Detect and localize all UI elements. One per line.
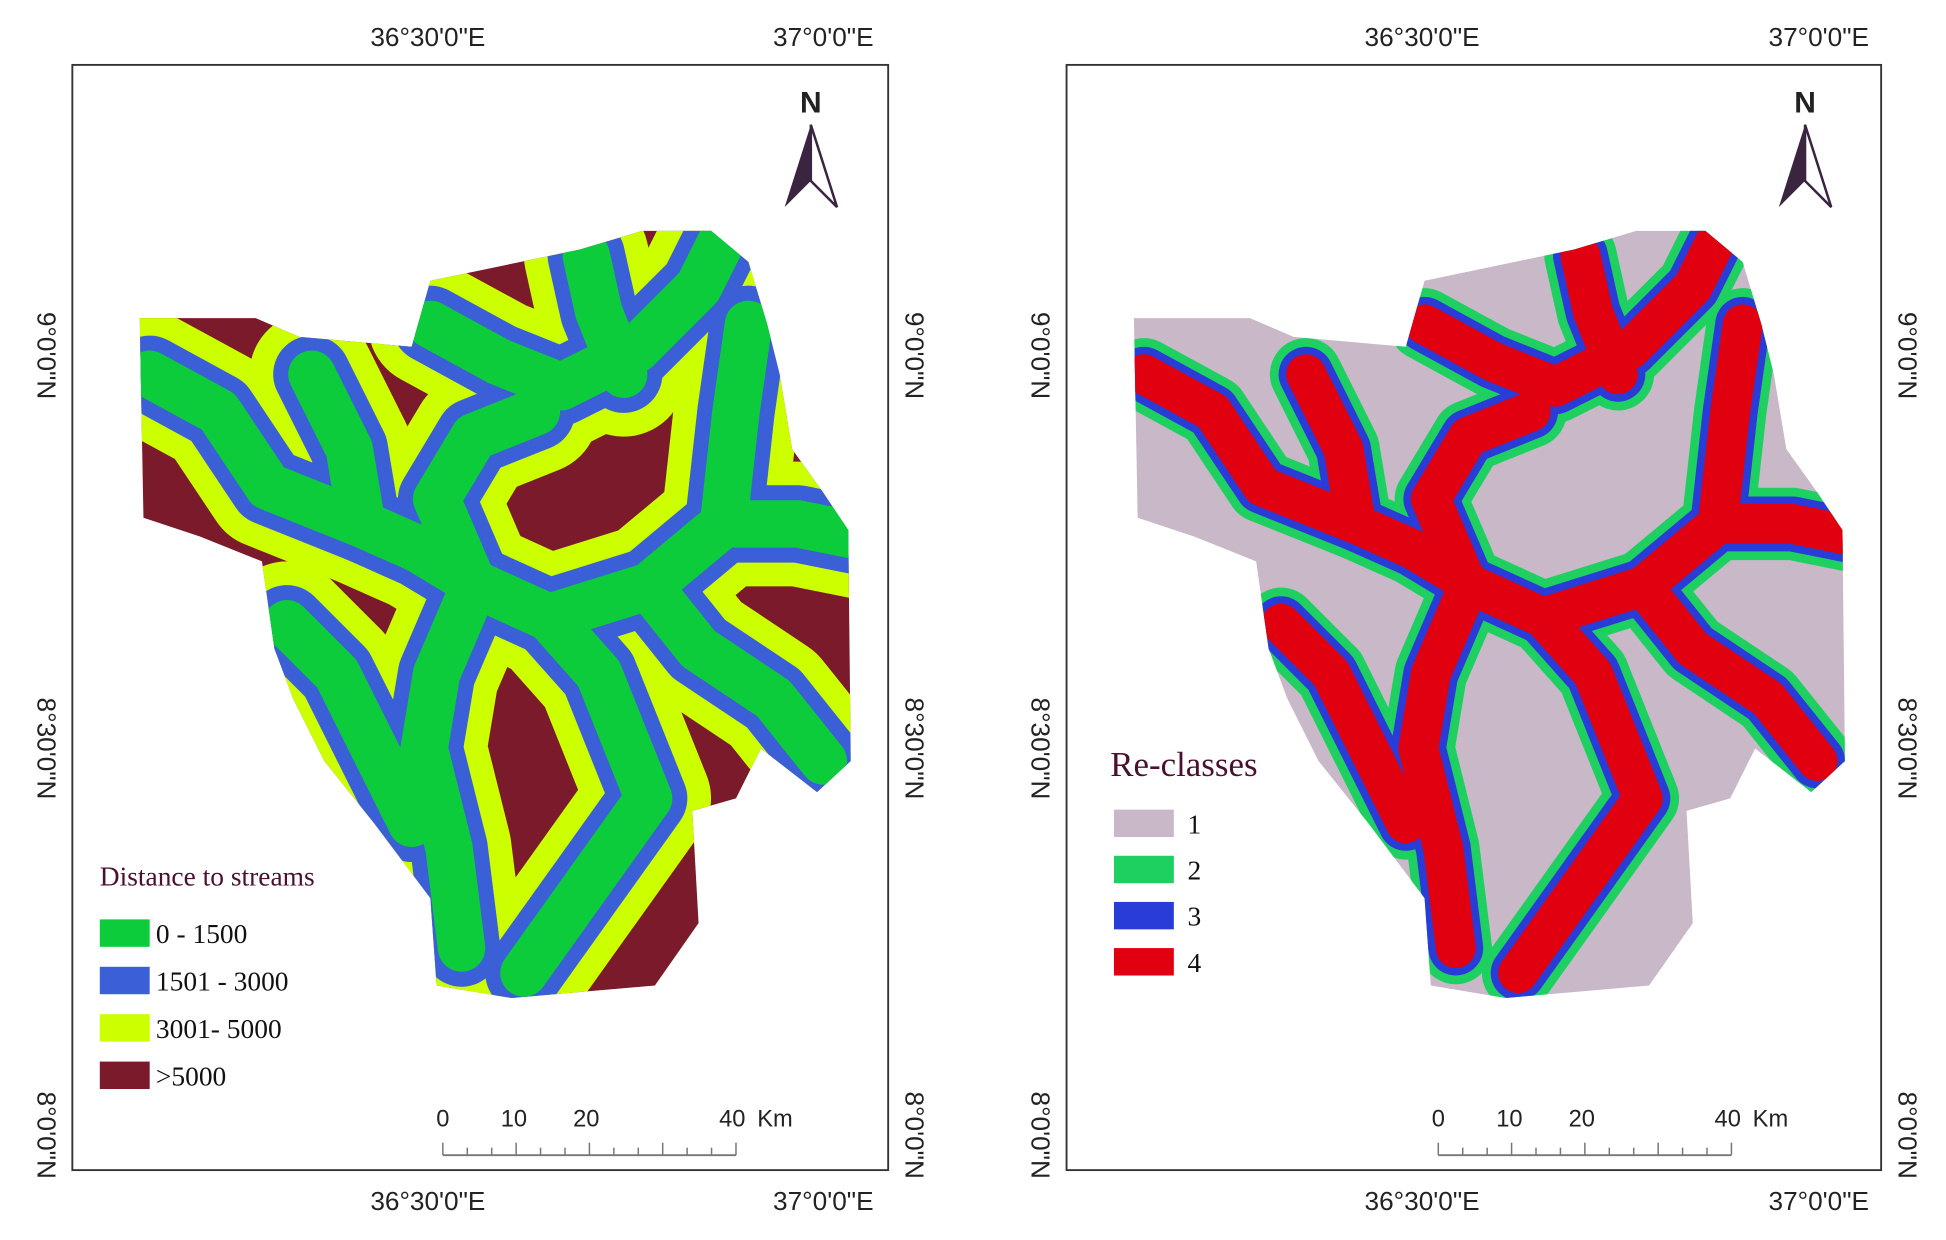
scale-label: 0 xyxy=(1432,1106,1445,1132)
scale-label: 40 xyxy=(1715,1106,1741,1132)
legend-label: 2 xyxy=(1188,855,1202,885)
lat-label: 9°0'0"N xyxy=(31,312,61,399)
lon-label: 36°30'0"E xyxy=(1365,1186,1480,1216)
lat-label: 8°0'0"N xyxy=(1026,1092,1056,1179)
lon-label: 37°0'0"E xyxy=(1769,22,1870,52)
legend-swatch xyxy=(1113,809,1174,838)
north-arrow xyxy=(1778,124,1806,208)
legend-label: >5000 xyxy=(156,1061,226,1091)
lon-label: 37°0'0"E xyxy=(773,22,874,52)
lon-label: 36°30'0"E xyxy=(370,1186,485,1216)
legend-swatch xyxy=(99,1014,150,1042)
map-right xyxy=(1065,63,1883,1172)
legend-label: 4 xyxy=(1188,948,1202,978)
scale-label: 0 xyxy=(436,1106,449,1132)
legend-label: 3001- 5000 xyxy=(156,1014,282,1044)
scale-unit: Km xyxy=(1753,1106,1789,1132)
legend-label: 1501 - 3000 xyxy=(156,966,289,996)
north-arrow xyxy=(1803,124,1833,208)
lat-label: 8°0'0"N xyxy=(31,1092,61,1179)
lon-label: 36°30'0"E xyxy=(1365,22,1480,52)
legend-title: Distance to streams xyxy=(100,862,315,892)
lat-label: 8°30'0"N xyxy=(1893,698,1923,800)
lon-label: 36°30'0"E xyxy=(370,22,485,52)
north-label: N xyxy=(1794,86,1816,119)
legend-label: 1 xyxy=(1188,809,1202,839)
lat-label: 8°0'0"N xyxy=(900,1092,930,1179)
north-label: N xyxy=(800,86,822,119)
legend-label: 3 xyxy=(1188,902,1202,932)
lat-label: 8°30'0"N xyxy=(900,698,930,800)
scale-unit: Km xyxy=(757,1106,793,1132)
lat-label: 8°30'0"N xyxy=(1026,698,1056,800)
scale-label: 10 xyxy=(501,1106,527,1132)
scale-label: 20 xyxy=(573,1106,599,1132)
legend-swatch xyxy=(1113,855,1174,884)
lon-label: 37°0'0"E xyxy=(1769,1186,1870,1216)
legend-swatch xyxy=(1113,901,1174,930)
lat-label: 9°0'0"N xyxy=(1026,312,1056,399)
north-arrow xyxy=(809,124,839,208)
lat-label: 9°0'0"N xyxy=(900,312,930,399)
scale-label: 20 xyxy=(1569,1106,1595,1132)
scale-label: 10 xyxy=(1496,1106,1522,1132)
scale-label: 40 xyxy=(719,1106,745,1132)
legend-swatch xyxy=(99,1061,150,1090)
north-arrow xyxy=(784,124,811,208)
lat-label: 8°30'0"N xyxy=(31,698,61,800)
lon-label: 37°0'0"E xyxy=(773,1186,874,1216)
map-left xyxy=(71,63,890,1172)
legend-swatch xyxy=(99,919,150,947)
lat-label: 8°0'0"N xyxy=(1893,1092,1923,1179)
legend-swatch xyxy=(1113,948,1174,976)
legend-swatch xyxy=(99,966,150,995)
legend-label: 0 - 1500 xyxy=(156,919,247,949)
lat-label: 9°0'0"N xyxy=(1893,312,1923,399)
legend-title: Re-classes xyxy=(1110,745,1257,784)
